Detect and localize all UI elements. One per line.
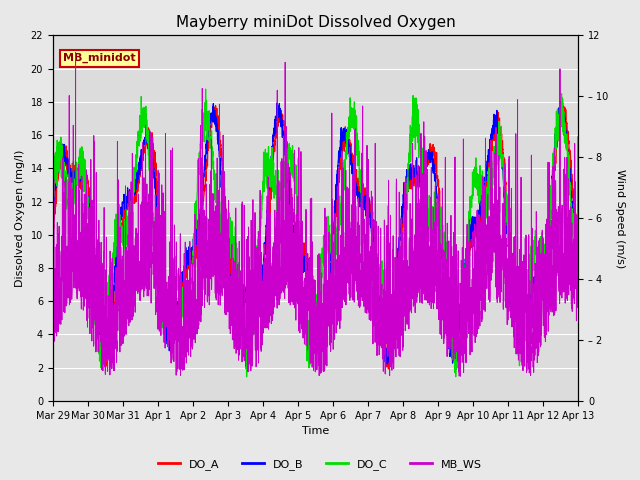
Legend: DO_A, DO_B, DO_C, MB_WS: DO_A, DO_B, DO_C, MB_WS	[154, 455, 486, 474]
Title: Mayberry miniDot Dissolved Oxygen: Mayberry miniDot Dissolved Oxygen	[176, 15, 456, 30]
X-axis label: Time: Time	[302, 426, 329, 436]
Y-axis label: Wind Speed (m/s): Wind Speed (m/s)	[615, 168, 625, 268]
Y-axis label: Dissolved Oxygen (mg/l): Dissolved Oxygen (mg/l)	[15, 149, 25, 287]
Text: MB_minidot: MB_minidot	[63, 53, 136, 63]
